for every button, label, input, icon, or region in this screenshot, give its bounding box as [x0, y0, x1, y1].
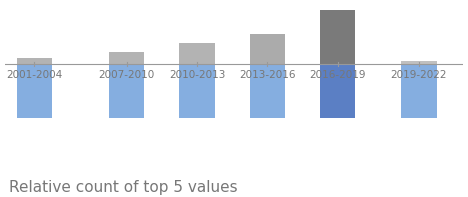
Text: 2016-2019: 2016-2019: [309, 70, 366, 80]
Text: 2019-2022: 2019-2022: [391, 70, 447, 80]
Text: Relative count of top 5 values: Relative count of top 5 values: [9, 180, 238, 195]
Bar: [16, 59, 52, 64]
Bar: [249, 64, 285, 118]
Text: 2007-2010: 2007-2010: [99, 70, 155, 80]
Bar: [109, 52, 145, 64]
Text: 2001-2004: 2001-2004: [6, 70, 62, 80]
Bar: [109, 64, 145, 118]
Bar: [320, 10, 355, 64]
Bar: [179, 64, 215, 118]
Bar: [16, 64, 52, 118]
Bar: [179, 43, 215, 64]
Bar: [320, 64, 355, 118]
Text: 2010-2013: 2010-2013: [169, 70, 225, 80]
Bar: [401, 61, 437, 64]
Text: 2013-2016: 2013-2016: [239, 70, 295, 80]
Bar: [249, 34, 285, 64]
Bar: [401, 64, 437, 118]
